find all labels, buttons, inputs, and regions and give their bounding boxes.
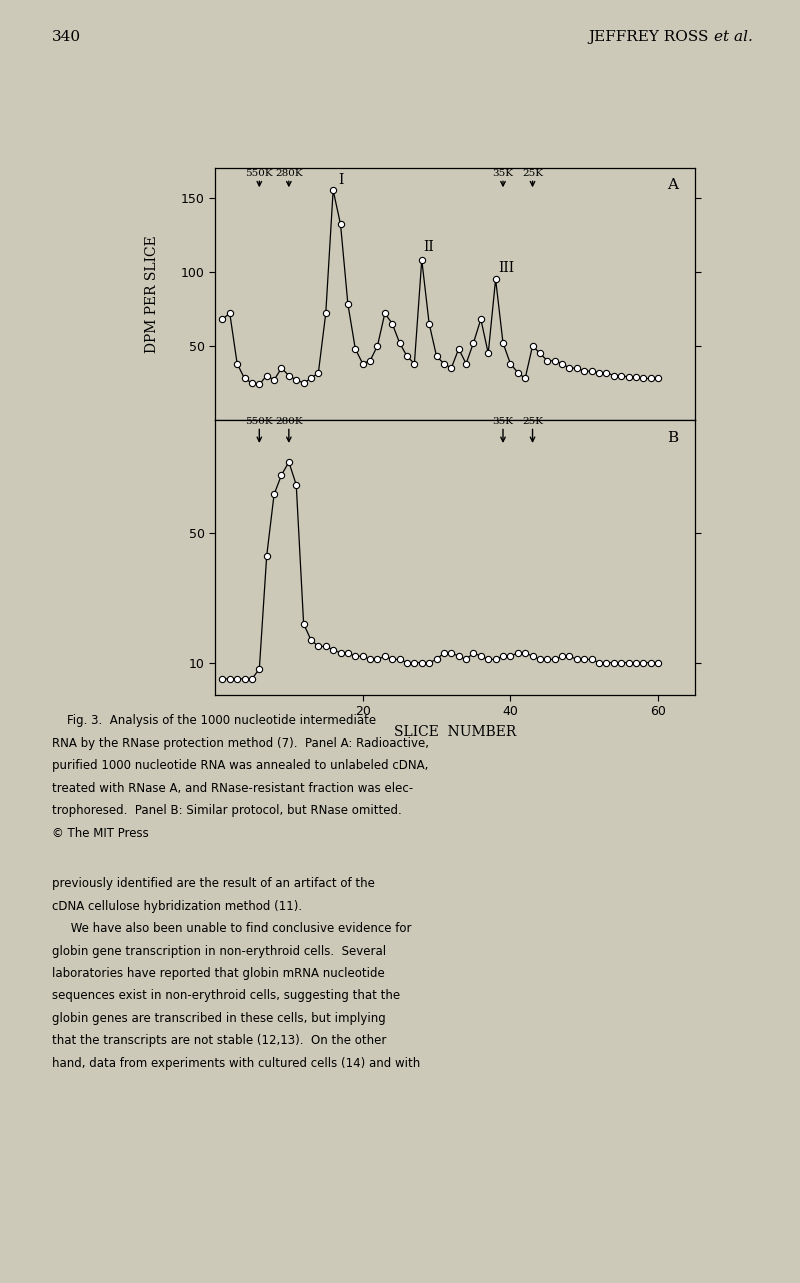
Text: 35K: 35K (493, 417, 514, 426)
Text: et al.: et al. (714, 30, 754, 44)
Text: © The MIT Press: © The MIT Press (52, 826, 149, 839)
Text: B: B (667, 431, 678, 445)
Text: JEFFREY ROSS: JEFFREY ROSS (588, 30, 714, 44)
Text: sequences exist in non-erythroid cells, suggesting that the: sequences exist in non-erythroid cells, … (52, 989, 400, 1002)
Text: 35K: 35K (493, 169, 514, 178)
Text: cDNA cellulose hybridization method (11).: cDNA cellulose hybridization method (11)… (52, 899, 302, 912)
Text: 340: 340 (52, 30, 81, 44)
Text: globin gene transcription in non-erythroid cells.  Several: globin gene transcription in non-erythro… (52, 944, 386, 957)
Text: DPM PER SLICE: DPM PER SLICE (145, 235, 159, 353)
Text: Fig. 3.  Analysis of the 1000 nucleotide intermediate: Fig. 3. Analysis of the 1000 nucleotide … (52, 715, 376, 727)
Text: II: II (424, 240, 434, 254)
Text: laboratories have reported that globin mRNA nucleotide: laboratories have reported that globin m… (52, 967, 385, 980)
Text: purified 1000 nucleotide RNA was annealed to unlabeled cDNA,: purified 1000 nucleotide RNA was anneale… (52, 760, 428, 772)
Text: A: A (667, 178, 678, 192)
Text: trophoresed.  Panel B: Similar protocol, but RNase omitted.: trophoresed. Panel B: Similar protocol, … (52, 804, 402, 817)
X-axis label: SLICE  NUMBER: SLICE NUMBER (394, 725, 516, 739)
Text: RNA by the RNase protection method (7).  Panel A: Radioactive,: RNA by the RNase protection method (7). … (52, 736, 429, 749)
Text: 550K: 550K (246, 169, 273, 178)
Text: globin genes are transcribed in these cells, but implying: globin genes are transcribed in these ce… (52, 1012, 386, 1025)
Text: 280K: 280K (275, 417, 302, 426)
Text: 25K: 25K (522, 417, 543, 426)
Text: treated with RNase A, and RNase-resistant fraction was elec-: treated with RNase A, and RNase-resistan… (52, 781, 413, 794)
Text: I: I (338, 173, 343, 187)
Text: hand, data from experiments with cultured cells (14) and with: hand, data from experiments with culture… (52, 1057, 420, 1070)
Text: previously identified are the result of an artifact of the: previously identified are the result of … (52, 878, 375, 890)
Text: that the transcripts are not stable (12,13).  On the other: that the transcripts are not stable (12,… (52, 1034, 386, 1047)
Text: 550K: 550K (246, 417, 273, 426)
Text: 25K: 25K (522, 169, 543, 178)
Text: We have also been unable to find conclusive evidence for: We have also been unable to find conclus… (52, 922, 411, 935)
Text: 280K: 280K (275, 169, 302, 178)
Text: III: III (498, 260, 514, 275)
